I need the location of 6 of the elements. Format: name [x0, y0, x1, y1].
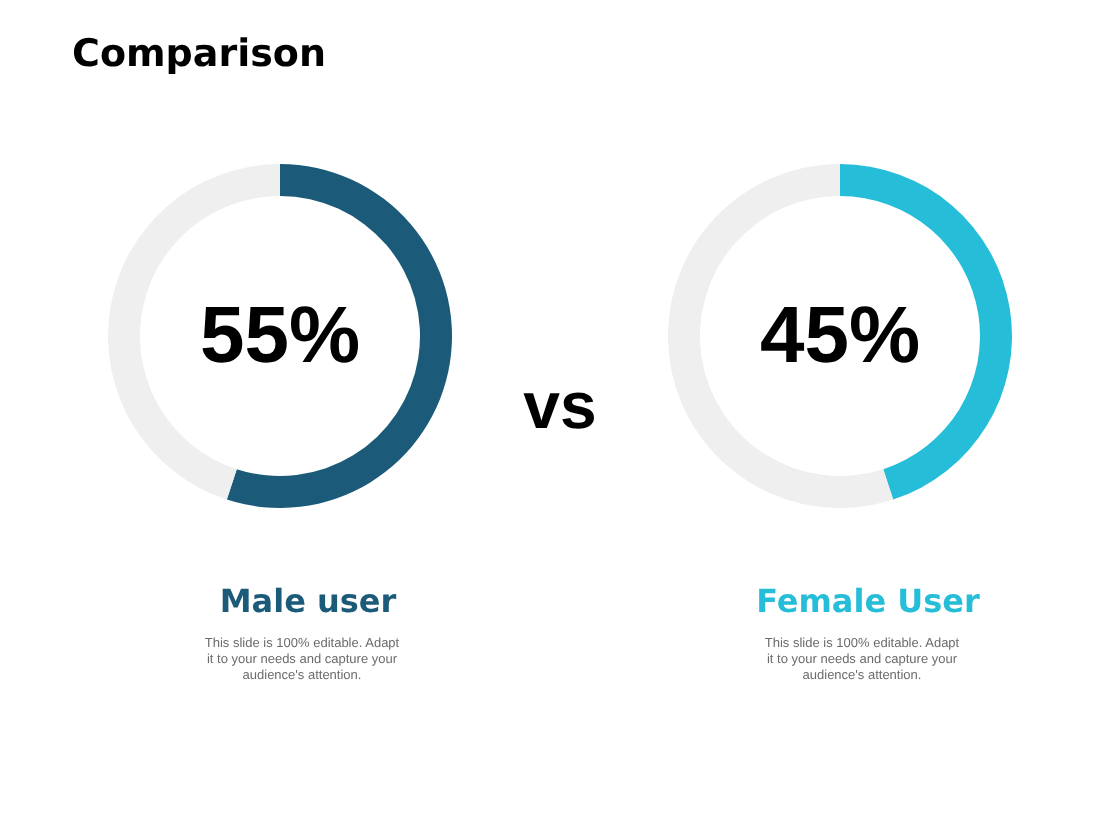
text: Comparison — [72, 32, 326, 76]
text: vs — [523, 368, 597, 442]
text: Female User — [756, 582, 980, 620]
text: 55% — [199, 292, 361, 380]
text: Male user — [219, 582, 397, 620]
text: 45% — [759, 292, 921, 380]
